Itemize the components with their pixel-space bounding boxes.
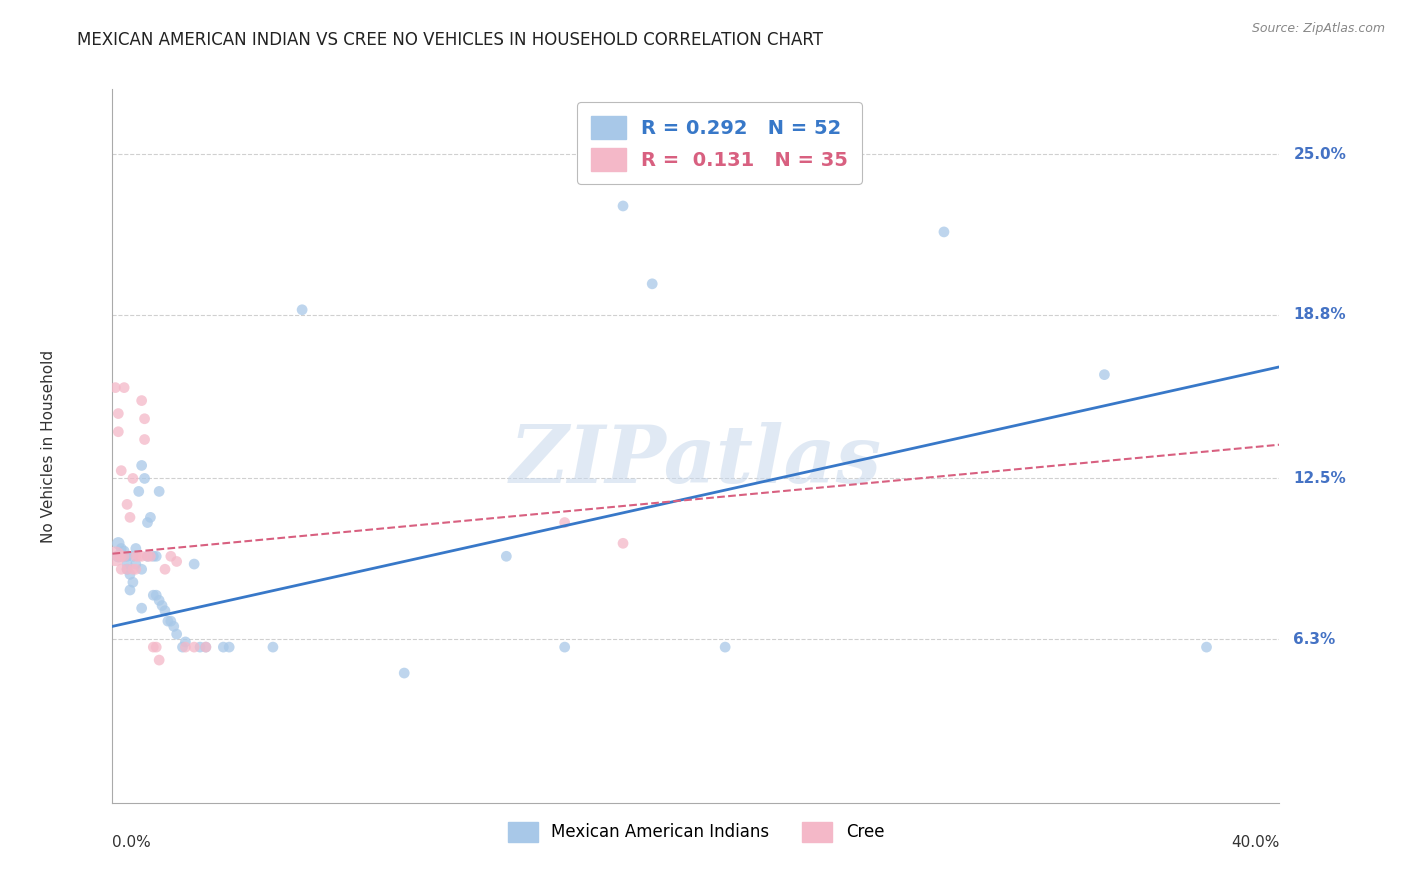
Point [125, 562, 148, 576]
Text: 18.8%: 18.8% [1294, 308, 1346, 322]
Point [495, 549, 517, 564]
Point [160, 549, 183, 564]
Point [112, 381, 135, 395]
Point [107, 549, 129, 564]
Point [142, 549, 165, 564]
Text: No Vehicles in Household: No Vehicles in Household [41, 350, 56, 542]
Point [183, 640, 205, 654]
Point [134, 471, 156, 485]
Point [394, 666, 416, 681]
Point [174, 635, 197, 649]
Point [145, 549, 167, 564]
Point [148, 484, 170, 499]
Text: ZIPatlas: ZIPatlas [510, 422, 882, 499]
Point [131, 562, 153, 576]
Point [183, 557, 205, 571]
Point [139, 549, 162, 564]
Point [115, 497, 138, 511]
Point [156, 614, 179, 628]
Point [128, 484, 150, 499]
Point [150, 599, 173, 613]
Point [142, 588, 165, 602]
Point [174, 640, 197, 654]
Point [112, 549, 135, 564]
Point [110, 464, 132, 478]
Point [554, 640, 576, 654]
Point [932, 225, 955, 239]
Point [153, 604, 176, 618]
Point [107, 549, 129, 564]
Point [153, 562, 176, 576]
Point [166, 627, 188, 641]
Point [115, 557, 138, 571]
Point [172, 640, 194, 654]
Point [110, 549, 132, 564]
Point [218, 640, 240, 654]
Point [188, 640, 211, 654]
Point [134, 411, 156, 425]
Point [122, 549, 145, 564]
Point [118, 567, 141, 582]
Point [112, 549, 135, 564]
Point [131, 393, 153, 408]
Point [131, 601, 153, 615]
Point [115, 549, 138, 564]
Point [136, 549, 159, 564]
Point [128, 549, 150, 564]
Point [107, 536, 129, 550]
Point [110, 562, 132, 576]
Point [122, 471, 145, 485]
Point [125, 549, 148, 564]
Point [194, 640, 217, 654]
Point [136, 549, 159, 564]
Point [136, 516, 159, 530]
Text: 40.0%: 40.0% [1232, 835, 1279, 850]
Point [262, 640, 284, 654]
Point [714, 640, 737, 654]
Point [118, 510, 141, 524]
Point [131, 458, 153, 473]
Point [139, 510, 162, 524]
Point [142, 640, 165, 654]
Point [194, 640, 217, 654]
Point [107, 407, 129, 421]
Point [145, 640, 167, 654]
Point [212, 640, 235, 654]
Point [134, 433, 156, 447]
Text: Source: ZipAtlas.com: Source: ZipAtlas.com [1251, 22, 1385, 36]
Point [163, 619, 186, 633]
Point [122, 575, 145, 590]
Point [118, 582, 141, 597]
Point [148, 653, 170, 667]
Point [166, 554, 188, 568]
Point [1094, 368, 1116, 382]
Point [641, 277, 664, 291]
Point [122, 562, 145, 576]
Point [125, 541, 148, 556]
Point [1195, 640, 1218, 654]
Point [148, 593, 170, 607]
Point [115, 562, 138, 576]
Point [104, 381, 127, 395]
Point [145, 588, 167, 602]
Point [115, 562, 138, 576]
Point [112, 544, 135, 558]
Point [612, 536, 634, 550]
Text: 0.0%: 0.0% [112, 835, 152, 850]
Point [107, 425, 129, 439]
Text: 25.0%: 25.0% [1294, 146, 1347, 161]
Point [554, 516, 576, 530]
Point [125, 557, 148, 571]
Point [291, 302, 314, 317]
Point [612, 199, 634, 213]
Point [131, 549, 153, 564]
Point [104, 549, 127, 564]
Text: 12.5%: 12.5% [1294, 471, 1346, 486]
Point [160, 614, 183, 628]
Text: MEXICAN AMERICAN INDIAN VS CREE NO VEHICLES IN HOUSEHOLD CORRELATION CHART: MEXICAN AMERICAN INDIAN VS CREE NO VEHIC… [77, 31, 824, 49]
Legend: Mexican American Indians, Cree: Mexican American Indians, Cree [498, 813, 894, 852]
Point [110, 541, 132, 556]
Text: 6.3%: 6.3% [1294, 632, 1336, 647]
